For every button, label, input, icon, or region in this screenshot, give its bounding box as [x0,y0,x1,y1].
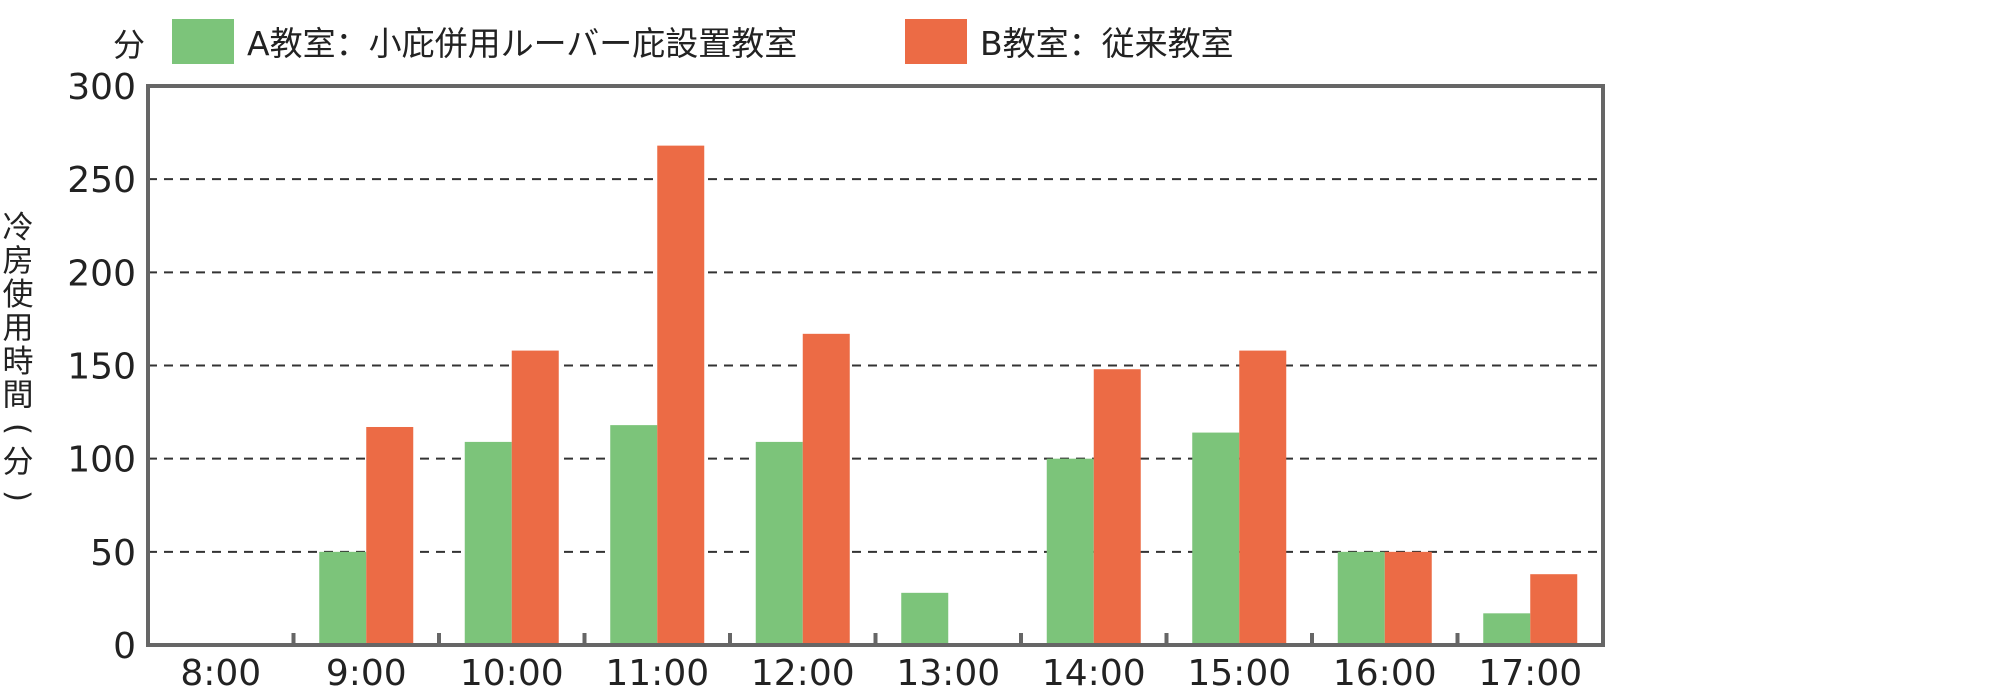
bar-b-1500 [1239,350,1287,645]
y-tick-label: 200 [67,253,136,294]
bar-a-1200 [755,441,803,645]
legend-swatch-b [905,19,967,64]
bar-a-1300 [901,592,949,645]
legend-label-b: B教室：従来教室 [980,24,1234,63]
legend-label-a: A教室：小庇併用ルーバー庇設置教室 [247,24,797,63]
y-axis-label-char: 使 [3,277,34,313]
bar-b-1100 [657,145,705,646]
bar-b-1400 [1093,369,1141,645]
x-tick-label: 17:00 [1478,653,1582,694]
bar-a-1600 [1337,551,1385,645]
axis-layer: 0 50 100 150 200 250 300 8:00 9:00 10:00 11:00 12:0… [0,67,1605,694]
bar-b-1700 [1530,574,1578,645]
x-tick-label: 13:00 [896,653,1000,694]
y-axis-label-char: 用 [3,311,34,347]
x-tick-label: 12:00 [751,653,855,694]
legend-layer: 分 A教室：小庇併用ルーバー庇設置教室 B教室：従来教室 [113,19,1234,64]
bar-b-1200 [802,333,850,645]
y-axis-label-char: 間 [3,378,34,414]
unit-label: 分 [113,26,145,64]
y-tick-label: 150 [67,347,136,388]
y-axis-label-char: 冷 [3,210,34,246]
y-tick-label: 100 [67,440,136,481]
x-tick-label: 16:00 [1333,653,1437,694]
legend-swatch-a [172,19,234,64]
y-axis-label-char: 房 [3,244,34,280]
y-axis-label-char: 分 [3,445,34,481]
bar-a-1700 [1483,613,1531,645]
y-tick-label: 250 [67,160,136,201]
bar-a-1100 [610,425,658,645]
y-tick-label: 0 [113,626,136,667]
x-tick-label: 15:00 [1187,653,1291,694]
bar-a-1000 [464,441,512,645]
x-tick-label: 14:00 [1042,653,1146,694]
x-tick-label: 10:00 [460,653,564,694]
y-axis-label-char: 時 [3,344,34,380]
y-axis-label-char: ) [0,490,36,502]
bar-a-1500 [1192,432,1240,645]
bar-a-900 [319,551,367,645]
y-tick-label: 300 [67,67,136,108]
bars-layer [319,145,1578,646]
x-tick-label: 11:00 [605,653,709,694]
y-tick-label: 50 [90,533,136,574]
bar-b-1000 [511,350,559,645]
bar-b-900 [366,426,414,645]
bar-a-1400 [1046,458,1094,645]
x-tick-label: 8:00 [180,653,261,694]
bar-b-1600 [1384,551,1432,645]
y-axis-label-char: ( [0,423,36,435]
x-tick-label: 9:00 [326,653,407,694]
